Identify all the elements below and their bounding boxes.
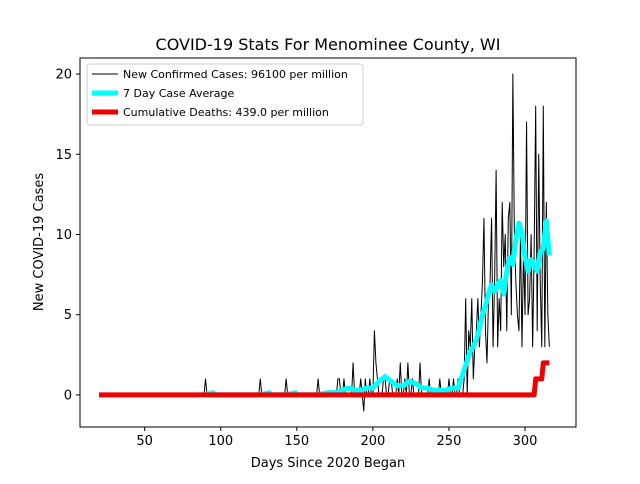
x-axis-label: Days Since 2020 Began bbox=[251, 456, 406, 471]
legend-label-new-cases: New Confirmed Cases: 96100 per million bbox=[123, 68, 348, 81]
series-line-cumulative-deaths bbox=[99, 360, 550, 398]
y-axis-label: New COVID-19 Cases bbox=[32, 173, 47, 311]
y-tick-label: 5 bbox=[64, 308, 72, 323]
legend: New Confirmed Cases: 96100 per million 7… bbox=[86, 63, 364, 126]
legend-label-7-day-average: 7 Day Case Average bbox=[123, 87, 235, 100]
y-tick-label: 10 bbox=[55, 228, 72, 243]
x-tick-label: 250 bbox=[437, 434, 462, 449]
chart-title: COVID-19 Stats For Menominee County, WI bbox=[156, 35, 501, 54]
y-axis: 0 5 10 15 20 bbox=[55, 68, 80, 403]
x-tick-label: 100 bbox=[208, 434, 233, 449]
x-axis: 50 100 150 200 250 300 bbox=[136, 427, 537, 449]
x-tick-label: 300 bbox=[513, 434, 538, 449]
x-tick-label: 150 bbox=[284, 434, 309, 449]
legend-box bbox=[86, 63, 364, 126]
x-tick-label: 50 bbox=[136, 434, 153, 449]
y-tick-label: 20 bbox=[55, 68, 72, 83]
series-layer bbox=[99, 73, 552, 412]
x-tick-label: 200 bbox=[360, 434, 385, 449]
plot-area bbox=[79, 57, 577, 428]
y-tick-label: 0 bbox=[64, 388, 72, 403]
y-tick-label: 15 bbox=[55, 148, 72, 163]
legend-label-cumulative-deaths: Cumulative Deaths: 439.0 per million bbox=[123, 106, 329, 119]
plot-frame bbox=[79, 57, 577, 428]
